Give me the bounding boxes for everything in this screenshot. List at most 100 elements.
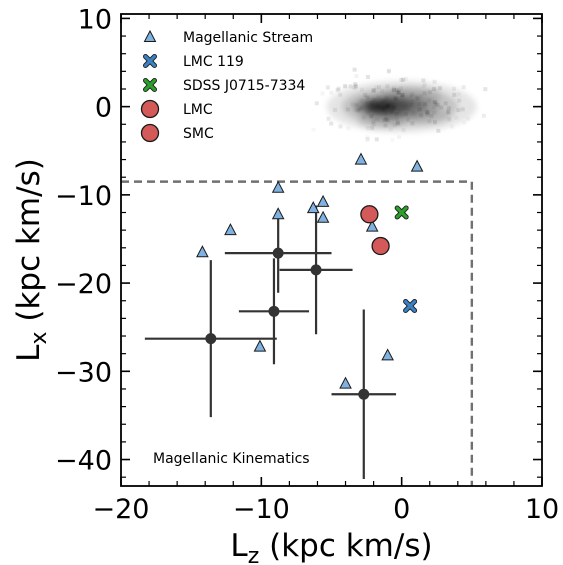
density-pixel <box>360 99 364 103</box>
dashed-region <box>121 180 474 486</box>
stream-point <box>316 210 330 223</box>
density-pixel <box>400 94 405 99</box>
density-pixel <box>343 83 348 88</box>
density-pixel <box>371 88 376 93</box>
density-pixel <box>357 106 362 111</box>
density-pixel <box>382 117 387 122</box>
density-pixel <box>363 93 368 98</box>
data-points <box>196 152 424 389</box>
density-pixel <box>432 120 437 125</box>
density-pixel <box>433 101 438 106</box>
galaxy-point <box>371 236 390 256</box>
legend-x-marker <box>143 54 157 68</box>
density-pixel <box>386 103 391 108</box>
legend-circle-marker <box>140 123 160 143</box>
plot-frame <box>120 13 543 487</box>
legend-label: SDSS J0715-7334 <box>183 78 305 94</box>
legend-circle-marker <box>140 99 160 119</box>
density-pixel <box>389 109 394 114</box>
stream-point <box>339 376 352 389</box>
density-pixel <box>400 92 405 97</box>
density-pixel <box>371 119 376 124</box>
density-pixel <box>419 113 424 118</box>
density-pixel <box>443 101 448 106</box>
x-axis-label: Lz (kpc km/s) <box>230 528 432 565</box>
density-pixel <box>338 124 343 129</box>
density-pixel <box>384 104 389 109</box>
density-pixel <box>393 95 398 100</box>
density-pixel <box>414 94 419 99</box>
density-pixel <box>329 90 334 95</box>
stream-point <box>253 339 267 352</box>
density-pixel <box>396 120 401 125</box>
region-boundary <box>121 180 474 486</box>
density-pixel <box>356 108 361 113</box>
x-tick-label: −10 <box>233 494 290 525</box>
density-pixel <box>385 118 390 123</box>
density-pixel <box>399 77 404 82</box>
density-pixel <box>361 115 366 120</box>
density-pixel <box>395 121 400 126</box>
density-pixel <box>376 95 380 99</box>
galaxy-point <box>360 205 379 224</box>
density-pixel <box>389 117 393 121</box>
density-pixel <box>383 111 388 116</box>
density-pixel <box>384 116 389 121</box>
density-cloud <box>314 67 488 142</box>
density-blob <box>407 108 452 125</box>
density-pixel <box>354 84 359 89</box>
density-pixel <box>435 102 440 107</box>
stream-point <box>271 180 285 193</box>
errorbar-point <box>310 264 322 276</box>
density-pixel <box>365 100 370 105</box>
density-pixel <box>369 114 374 119</box>
density-pixel <box>425 112 430 117</box>
stream-point <box>381 348 394 361</box>
density-pixel <box>481 113 486 118</box>
density-pixel <box>390 138 394 142</box>
density-blob <box>381 86 442 107</box>
density-pixel <box>410 99 415 104</box>
axis-ticks: −20 −10 0 10 10 0 −10 −20 −30 −40 <box>55 4 559 525</box>
density-pixel <box>379 89 384 94</box>
density-pixel <box>345 107 350 112</box>
density-pixel <box>354 107 359 112</box>
density-pixel <box>348 84 353 89</box>
y-axis-label: Lx (kpc km/s) <box>11 158 52 362</box>
density-pixel <box>452 92 457 97</box>
density-pixel <box>454 116 458 120</box>
density-pixel <box>456 108 461 113</box>
x-tick-label: 10 <box>525 494 559 525</box>
density-pixel <box>352 67 357 72</box>
density-pixel <box>423 83 427 87</box>
density-pixel <box>381 118 386 123</box>
density-pixel <box>365 137 370 142</box>
density-pixel <box>398 86 403 91</box>
errorbar-point <box>272 247 284 259</box>
x-tick-label: 0 <box>393 494 410 525</box>
density-pixel <box>374 117 379 122</box>
density-pixel <box>380 106 385 111</box>
density-pixel <box>446 106 451 111</box>
density-pixel <box>432 99 437 104</box>
density-pixel <box>360 106 365 111</box>
density-pixel <box>369 100 374 105</box>
density-blob <box>357 112 406 129</box>
density-pixel <box>371 122 376 127</box>
density-pixel <box>359 87 364 92</box>
density-pixel <box>370 126 375 131</box>
density-pixel <box>366 110 371 115</box>
density-pixel <box>394 116 399 121</box>
y-tick-label: −30 <box>55 357 112 388</box>
legend: Magellanic Stream LMC 119 SDSS J0715-7334 L… <box>140 29 313 143</box>
density-pixel <box>325 85 330 90</box>
density-pixel <box>395 90 400 95</box>
density-pixel <box>366 135 370 139</box>
errorbar-point <box>358 388 370 400</box>
density-pixel <box>346 126 350 130</box>
density-pixel <box>409 94 414 99</box>
density-pixel <box>425 109 430 114</box>
y-tick-label: 10 <box>78 4 112 35</box>
density-pixel <box>403 76 408 81</box>
density-pixel <box>335 88 340 93</box>
